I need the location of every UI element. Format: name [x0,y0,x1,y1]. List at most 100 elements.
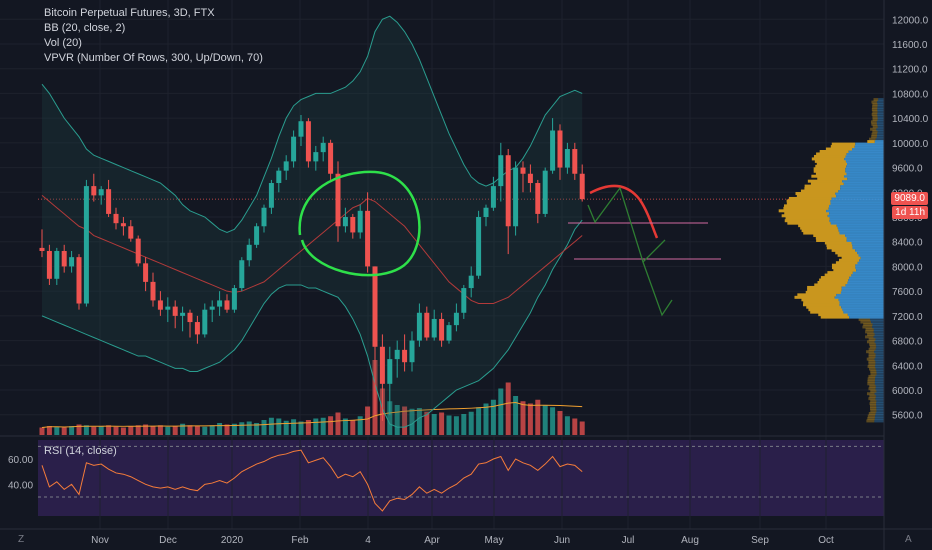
candle-body [262,208,267,227]
volume-bar [550,407,555,435]
time-tick-label: 4 [365,535,371,546]
rsi-tick-label: 60.00 [8,455,33,466]
candle-body [91,186,96,195]
volume-bar [239,422,244,435]
rsi-pane-background [38,440,884,516]
time-tick-label: Dec [159,535,177,546]
candle-body [447,325,452,340]
last-price-tag: 9089.0 [891,192,928,205]
volume-bar [195,426,200,435]
price-tick-label: 11200.0 [892,65,928,76]
volume-bar [580,422,585,436]
candle-body [535,183,540,214]
candle-body [106,189,111,214]
volume-bar [202,427,207,435]
candle-body [498,155,503,186]
price-tick-label: 7200.0 [892,312,923,323]
volume-bar [210,425,215,435]
chart-legend[interactable]: Bitcoin Perpetual Futures, 3D, FTX BB (2… [44,6,263,66]
candle-body [151,282,156,301]
candle-body [158,300,163,309]
zoom-corner-label[interactable]: Z [18,534,24,545]
candle-body [69,257,74,266]
volume-bar [62,428,67,436]
candle-body [195,322,200,334]
time-tick-label: Sep [751,535,769,546]
price-tick-label: 6400.0 [892,361,923,372]
candle-body [180,313,185,316]
candle-body [114,214,119,223]
candle-body [343,217,348,226]
price-tick-label: 12000.0 [892,15,929,26]
volume-bar [491,400,496,435]
price-tick-label: 6000.0 [892,386,923,397]
candle-body [358,211,363,233]
candle-body [387,359,392,384]
volume-bar [543,405,548,435]
candle-body [454,313,459,325]
volume-bar [269,418,274,435]
time-tick-label: 2020 [221,535,244,546]
legend-title[interactable]: Bitcoin Perpetual Futures, 3D, FTX [44,6,263,21]
time-tick-label: Jul [622,535,635,546]
legend-bb[interactable]: BB (20, close, 2) [44,21,263,36]
volume-bar [291,419,296,435]
volume-bar [432,414,437,435]
candle-body [417,313,422,341]
candle-body [439,319,444,341]
price-tick-label: 11600.0 [892,40,928,51]
candle-body [54,251,59,279]
candle-body [550,130,555,170]
volume-bar [69,426,74,435]
price-tick-label: 8000.0 [892,262,923,273]
candle-body [299,121,304,136]
candle-body [47,251,52,279]
volume-bar [336,413,341,436]
volume-profile-row-down [873,98,878,101]
volume-bar [217,423,222,435]
volume-bar [365,407,370,436]
candle-body [202,310,207,335]
time-tick-label: Apr [424,535,440,546]
candle-body [239,260,244,288]
candle-body [410,341,415,363]
price-tick-label: 9600.0 [892,164,923,175]
volume-bar [284,421,289,435]
price-tick-label: 10000.0 [892,139,929,150]
candle-body [232,288,237,310]
candle-body [254,226,259,245]
volume-bar [572,419,577,436]
candle-body [321,143,326,152]
volume-bar [521,401,526,435]
legend-vol[interactable]: Vol (20) [44,36,263,51]
auto-scale-label[interactable]: A [905,534,912,545]
volume-bar [498,389,503,436]
time-tick-label: Aug [681,535,699,546]
candle-body [424,313,429,338]
candle-body [99,189,104,195]
volume-bar [439,413,444,436]
volume-bar [447,416,452,436]
candle-body [572,149,577,174]
candle-body [128,226,133,238]
volume-bar [528,404,533,436]
candle-body [62,251,67,266]
candle-body [313,152,318,161]
legend-vpvr[interactable]: VPVR (Number Of Rows, 300, Up/Down, 70) [44,51,263,66]
time-tick-label: May [485,535,504,546]
time-tick-label: Jun [554,535,570,546]
volume-bar [476,407,481,435]
candle-body [580,174,585,199]
candle-body [543,171,548,214]
candle-body [284,161,289,170]
bar-timer-tag: 1d 11h [892,206,928,219]
candle-body [365,211,370,267]
volume-bar [276,419,281,436]
candle-body [506,155,511,226]
volume-profile-row-up [878,98,884,101]
volume-bar [40,428,45,436]
volume-bar [173,426,178,435]
price-tick-label: 7600.0 [892,287,923,298]
rsi-legend[interactable]: RSI (14, close) [44,445,117,457]
